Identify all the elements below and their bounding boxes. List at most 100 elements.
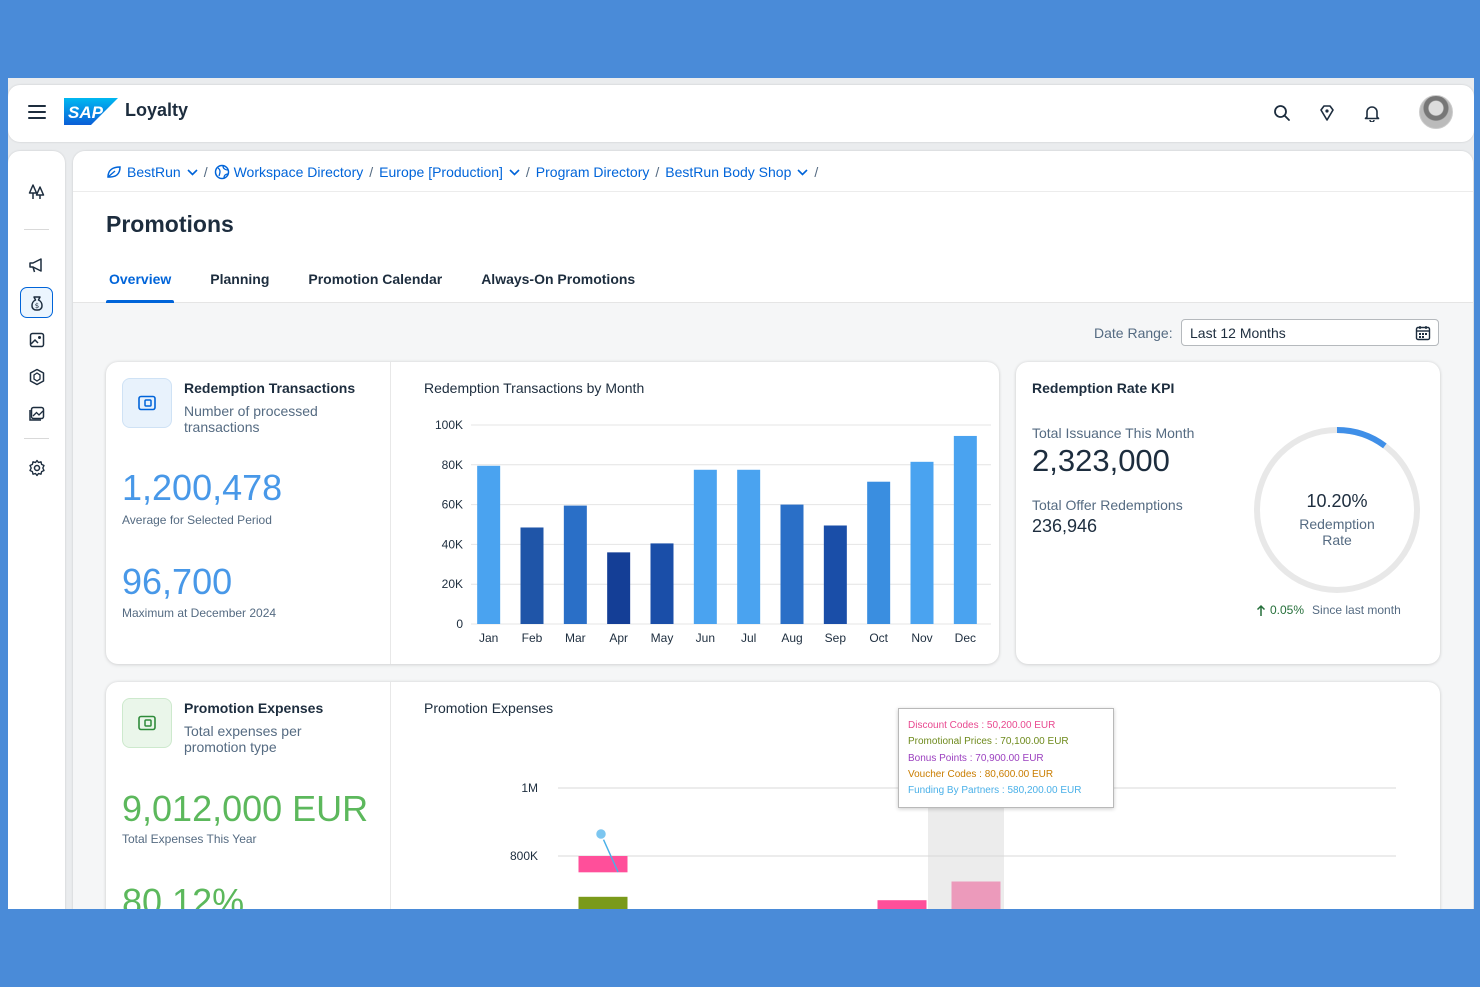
x-tick-label: Nov (911, 631, 932, 645)
bar (650, 543, 674, 624)
tooltip-line-funding-by-partners: Funding By Partners : 580,200.00 EUR (908, 785, 1082, 797)
avatar[interactable] (1419, 95, 1453, 129)
page-header: BestRun / Workspace Directory / Europe [… (73, 151, 1473, 303)
breadcrumb-label: BestRun Body Shop (665, 164, 792, 180)
bar (780, 504, 804, 624)
breadcrumb-label: BestRun (127, 164, 181, 180)
product-name: Loyalty (125, 100, 189, 120)
breadcrumb-item-program-directory[interactable]: Program Directory (536, 164, 650, 180)
breadcrumb-item-europe-production[interactable]: Europe [Production] (379, 164, 520, 180)
breadcrumb-label: Program Directory (535, 164, 650, 180)
tab-planning[interactable]: Planning (210, 271, 270, 287)
partner-series-line (600, 833, 619, 873)
tooltip-line-promotional-prices: Promotional Prices : 70,100.00 EUR (908, 736, 1069, 748)
maximum-caption: Maximum at December 2024 (122, 606, 277, 620)
promotion-expenses-card: Promotion Expenses Total expenses per pr… (106, 682, 1440, 909)
package-icon[interactable] (20, 361, 53, 392)
page-title: Promotions (106, 211, 234, 237)
app-window: SAP Loyalty $ (8, 78, 1474, 909)
breadcrumb-divider (73, 191, 1473, 192)
tab-promotion-calendar[interactable]: Promotion Calendar (308, 271, 443, 287)
x-tick-label: Apr (609, 631, 628, 645)
globe-icon (214, 164, 229, 180)
card-subtitle: Number of processed transactions (184, 403, 318, 435)
bar (693, 469, 717, 624)
bar (953, 435, 977, 624)
sap-logo-text: SAP (68, 103, 104, 122)
arrow-up-icon (1256, 604, 1266, 616)
date-range-label: Date Range: (1094, 325, 1173, 341)
rate-value: 10.20% (1306, 491, 1368, 511)
y-tick-label: 100K (435, 418, 463, 432)
card-title: Promotion Expenses (184, 700, 324, 716)
breadcrumb-item-bestrun-body-shop[interactable]: BestRun Body Shop (665, 164, 808, 180)
calendar-icon[interactable] (1415, 325, 1431, 341)
money-bag-icon[interactable]: $ (20, 287, 53, 318)
breadcrumb-label: Europe [Production] (379, 164, 503, 180)
menu-icon[interactable] (28, 105, 46, 119)
chevron-down-icon[interactable] (509, 168, 520, 176)
date-range-picker[interactable]: Last 12 Months (1181, 319, 1439, 346)
trend-value: 0.05% (1270, 603, 1305, 617)
bar (737, 469, 761, 624)
redemption-bar-chart: 0 20K 40K 60K 80K 100K Jan Feb Mar Apr May Jun Jul Au… (435, 418, 991, 645)
total-expenses-caption: Total Expenses This Year (122, 832, 257, 846)
total-expenses-value: 9,012,000 EUR (122, 788, 369, 829)
breadcrumb-item-workspace-directory[interactable]: Workspace Directory (214, 164, 364, 180)
main-content: BestRun / Workspace Directory / Europe [… (73, 151, 1473, 909)
x-tick-label: Jan (479, 631, 498, 645)
chevron-down-icon[interactable] (187, 168, 198, 176)
expenses-percent-value: 80.12% (122, 881, 245, 910)
nav-separator (24, 229, 49, 230)
issuance-label: Total Issuance This Month (1032, 425, 1195, 441)
breadcrumb-separator: / (525, 164, 530, 180)
bell-icon[interactable] (1359, 100, 1385, 126)
wallet-icon (122, 378, 172, 428)
y-tick-label: 80K (442, 458, 463, 472)
data-point (594, 827, 608, 841)
breadcrumb-label: Workspace Directory (233, 164, 364, 180)
donut-value-arc (1336, 427, 1387, 449)
redemption-rate-donut (1254, 427, 1420, 593)
tooltip-line-bonus-points: Bonus Points : 70,900.00 EUR (908, 752, 1044, 764)
average-caption: Average for Selected Period (122, 513, 272, 527)
bar (477, 465, 501, 624)
issuance-value: 2,323,000 (1032, 443, 1170, 478)
y-tick-label: 1M (521, 781, 538, 795)
bar (823, 525, 847, 624)
tab-overview[interactable]: Overview (106, 271, 175, 303)
x-tick-label: Feb (522, 631, 543, 645)
x-tick-label: Jun (696, 631, 715, 645)
x-tick-label: Sep (825, 631, 847, 645)
trees-icon[interactable] (20, 176, 53, 207)
sap-logo[interactable]: SAP (64, 98, 118, 125)
redemption-transactions-card: Redemption Transactions Number of proces… (106, 362, 999, 664)
side-navigation: $ (8, 151, 65, 909)
search-icon[interactable] (1269, 100, 1295, 126)
megaphone-icon[interactable] (20, 249, 53, 280)
gear-icon[interactable] (20, 452, 53, 483)
x-tick-label: May (651, 631, 674, 645)
bar (910, 461, 934, 624)
chevron-down-icon[interactable] (797, 168, 808, 176)
breadcrumb-separator: / (369, 164, 374, 180)
breadcrumb-item-bestrun[interactable]: BestRun (106, 164, 198, 180)
average-value: 1,200,478 (122, 467, 283, 508)
tab-always-on-promotions[interactable]: Always-On Promotions (481, 271, 636, 287)
card-divider (390, 362, 391, 664)
redemptions-value: 236,946 (1032, 516, 1098, 536)
bar-segment (578, 896, 628, 909)
x-tick-label: Dec (955, 631, 976, 645)
tooltip-line-discount-codes: Discount Codes : 50,200.00 EUR (908, 720, 1056, 731)
maximum-value: 96,700 (122, 561, 233, 602)
bar (563, 505, 587, 624)
rate-label: Redemption Rate (1299, 516, 1375, 548)
image-card-icon[interactable] (20, 324, 53, 355)
y-tick-label: 40K (442, 537, 463, 551)
chart-title: Redemption Transactions by Month (424, 380, 645, 396)
diamond-icon[interactable] (1314, 100, 1340, 126)
chart-tooltip: Discount Codes : 50,200.00 EUR Promotion… (898, 708, 1114, 808)
gallery-icon[interactable] (20, 398, 53, 429)
shell-bar: SAP Loyalty (8, 85, 1474, 142)
bar (607, 552, 631, 624)
